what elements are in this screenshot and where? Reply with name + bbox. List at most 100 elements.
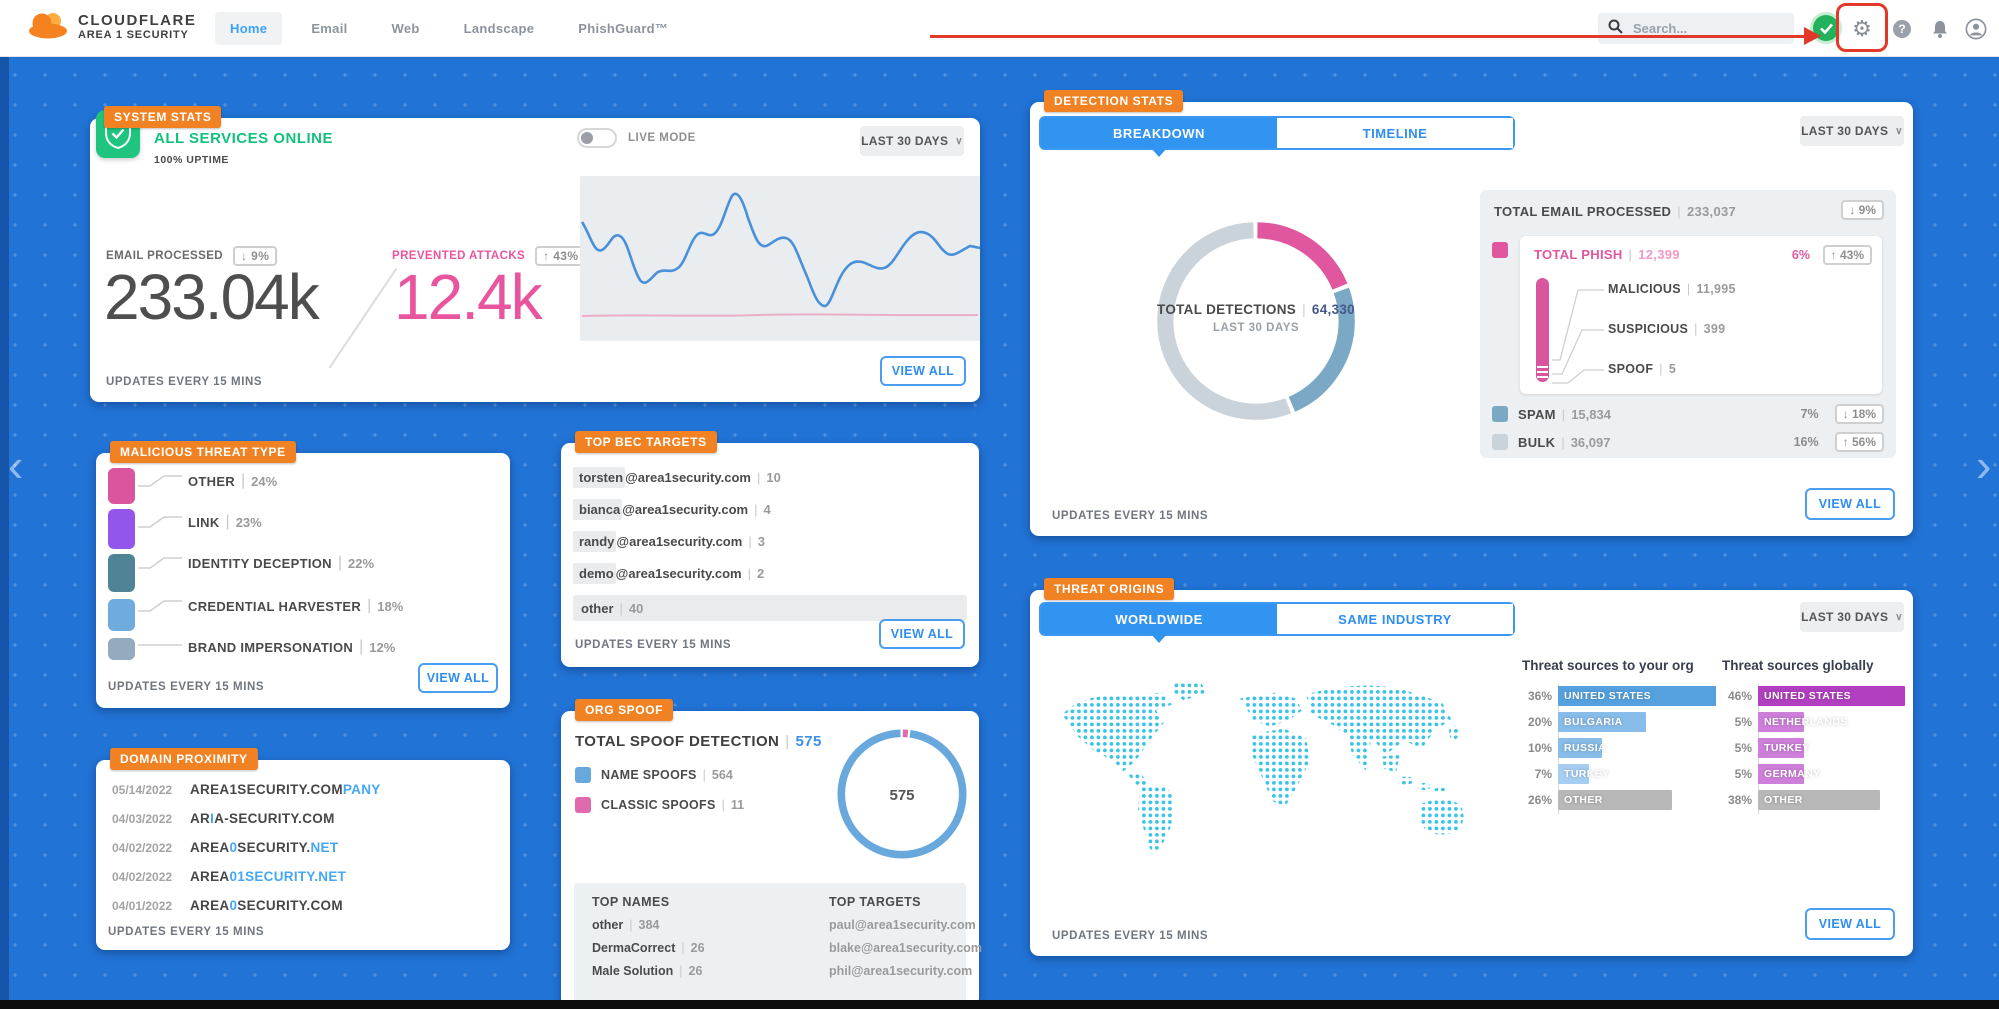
- phish-breakdown-bar: [1536, 278, 1549, 382]
- threat-origin-row: 20% BULGARIA: [1518, 712, 1716, 732]
- bec-target-row: demo @area1security.com | 2: [573, 563, 764, 584]
- top-name-row: Male Solution | 26: [592, 964, 703, 978]
- phish-child-row: SUSPICIOUS | 399: [1608, 322, 1726, 336]
- connector-lines: [1552, 289, 1604, 384]
- threat-origins-card: THREAT ORIGINS WORLDWIDE SAME INDUSTRY LA…: [1030, 578, 1913, 956]
- settings-gear-icon[interactable]: ⚙: [1852, 16, 1872, 41]
- total-spoof-title: TOTAL SPOOF DETECTION | 575: [575, 733, 822, 750]
- threat-origin-bar: OTHER: [1558, 790, 1673, 810]
- phish-child-row: SPOOF | 5: [1608, 362, 1677, 376]
- threat-origin-bar: RUSSIA: [1558, 738, 1606, 758]
- date-range-dropdown[interactable]: LAST 30 DAYS ∨: [1800, 602, 1904, 632]
- card-badge: ORG SPOOF: [575, 699, 674, 721]
- detection-stats-card: DETECTION STATS BREAKDOWN TIMELINE LAST 3…: [1030, 90, 1913, 536]
- diagonal-divider: [328, 267, 397, 369]
- bec-target-row: torsten @area1security.com | 10: [573, 467, 781, 488]
- spoof-legend-row: NAME SPOOFS | 564: [575, 767, 733, 783]
- phish-chip: [1492, 242, 1508, 258]
- updates-note: UPDATES EVERY 15 MINS: [1052, 510, 1209, 522]
- bec-target-row: randy @area1security.com | 3: [573, 531, 765, 552]
- bec-other-row: other | 40: [573, 595, 967, 621]
- category-share: 16%: [1793, 435, 1819, 449]
- phish-delta-badge: ↑ 43%: [1822, 245, 1872, 265]
- tab-same-industry[interactable]: SAME INDUSTRY: [1277, 604, 1513, 634]
- view-all-button[interactable]: VIEW ALL: [879, 619, 965, 649]
- top-name-row: other | 384: [592, 918, 660, 932]
- detection-category-row: SPAM | 15,834 7% ↓ 18%: [1492, 404, 1884, 424]
- legend-chip: [575, 767, 591, 783]
- global-sources-bars: 46% UNITED STATES 5% NETHERLANDS 5% TURKEY 5% G…: [1718, 686, 1906, 816]
- spoof-donut-center: 575: [889, 787, 915, 804]
- next-page-chevron[interactable]: ›: [1976, 439, 1992, 491]
- domain-row: 04/02/2022 AREA01SECURITY.NET: [112, 869, 347, 884]
- domain-row: 04/01/2022 AREA0SECURITY.COM: [112, 898, 343, 913]
- global-sources-header: Threat sources globally: [1722, 658, 1874, 673]
- updates-note: UPDATES EVERY 15 MINS: [108, 926, 265, 938]
- date-range-dropdown[interactable]: LAST 30 DAYS ∨: [1800, 116, 1904, 146]
- chevron-down-icon: ∨: [1895, 611, 1903, 623]
- user-profile-icon[interactable]: [1964, 17, 1988, 41]
- category-delta-badge: ↑ 56%: [1834, 432, 1884, 452]
- threat-type-row: LINK | 23%: [138, 508, 262, 536]
- search-input[interactable]: [1631, 20, 1771, 37]
- nav-item-home[interactable]: Home: [215, 12, 283, 45]
- threat-type-chip: [108, 509, 135, 549]
- connector-line-icon: [138, 553, 182, 574]
- annotation-highlight-box: [1836, 3, 1888, 52]
- top-target-row: paul@area1security.com: [829, 918, 976, 932]
- connector-line-icon: [138, 471, 182, 492]
- live-mode-toggle[interactable]: [577, 128, 617, 148]
- legend-chip: [575, 797, 591, 813]
- tab-worldwide[interactable]: WORLDWIDE: [1041, 604, 1277, 643]
- threat-origin-row: 5% GERMANY: [1718, 764, 1905, 784]
- view-all-button[interactable]: VIEW ALL: [1805, 488, 1895, 520]
- world-dot-map: [1062, 680, 1464, 855]
- chevron-down-icon: ∨: [1895, 125, 1903, 137]
- phish-child-row: MALICIOUS | 11,995: [1608, 282, 1736, 296]
- prevented-attacks-delta-badge: ↑ 43%: [535, 246, 587, 266]
- domain-row: 05/14/2022 AREA1SECURITY.COMPANY: [112, 782, 381, 797]
- notifications-bell-icon[interactable]: [1928, 17, 1952, 41]
- threat-origin-row: 5% TURKEY: [1718, 738, 1905, 758]
- threat-type-chip: [108, 468, 135, 504]
- view-all-button[interactable]: VIEW ALL: [1805, 908, 1895, 940]
- total-phish-row: TOTAL PHISH | 12,399: [1534, 247, 1680, 262]
- prev-page-chevron[interactable]: ‹: [8, 439, 24, 491]
- live-mode-label: LIVE MODE: [628, 132, 696, 144]
- threat-origin-bar: UNITED STATES: [1558, 686, 1717, 706]
- threat-origin-bar: OTHER: [1758, 790, 1880, 810]
- nav-item-phishguard[interactable]: PhishGuard™: [578, 21, 669, 36]
- email-processed-header: EMAIL PROCESSED ↓ 9%: [106, 246, 278, 266]
- tab-timeline[interactable]: TIMELINE: [1277, 118, 1513, 148]
- spoof-donut-chart: [837, 729, 967, 859]
- total-phish-subcard: TOTAL PHISH | 12,399 6% ↑ 43% MALICIOUS | 11…: [1520, 236, 1882, 394]
- donut-segment-spam: [1157, 222, 1355, 420]
- top-names-header: TOP NAMES: [592, 895, 670, 909]
- date-range-dropdown[interactable]: LAST 30 DAYS ∨: [860, 126, 964, 156]
- card-badge: DETECTION STATS: [1044, 90, 1184, 112]
- brand-logo[interactable]: CLOUDFLARE AREA 1 SECURITY: [26, 8, 196, 45]
- help-icon[interactable]: ?: [1890, 17, 1914, 41]
- search-box[interactable]: [1598, 13, 1794, 44]
- threat-origin-row: 26% OTHER: [1518, 790, 1716, 810]
- threat-origin-bar: UNITED STATES: [1758, 686, 1906, 706]
- top-target-row: phil@area1security.com: [829, 964, 973, 978]
- spoof-detail-panel: TOP NAMES TOP TARGETS other | 384 DermaCorr…: [574, 883, 982, 1007]
- pink-series-line: [581, 313, 979, 317]
- donut-segment-bulk: [1157, 222, 1355, 420]
- nav-item-web[interactable]: Web: [391, 21, 420, 36]
- nav-item-landscape[interactable]: Landscape: [463, 21, 535, 36]
- view-all-button[interactable]: VIEW ALL: [880, 356, 966, 386]
- tab-breakdown[interactable]: BREAKDOWN: [1041, 118, 1277, 157]
- view-all-button[interactable]: VIEW ALL: [418, 663, 498, 693]
- threat-origin-row: 36% UNITED STATES: [1518, 686, 1717, 706]
- threat-type-row: CREDENTIAL HARVESTER | 18%: [138, 592, 403, 620]
- domain-row: 04/02/2022 AREA0SECURITY.NET: [112, 840, 339, 855]
- top-target-row: blake@area1security.com: [829, 941, 983, 955]
- malicious-threat-type-card: MALICIOUS THREAT TYPE OTHER | 24% LINK | 23% I…: [96, 441, 510, 708]
- threat-type-chip: [108, 638, 135, 660]
- threat-type-row: IDENTITY DECEPTION | 22%: [138, 549, 374, 577]
- nav-item-email[interactable]: Email: [311, 21, 348, 36]
- blue-series-line: [580, 192, 981, 308]
- connector-line-icon: [138, 512, 182, 533]
